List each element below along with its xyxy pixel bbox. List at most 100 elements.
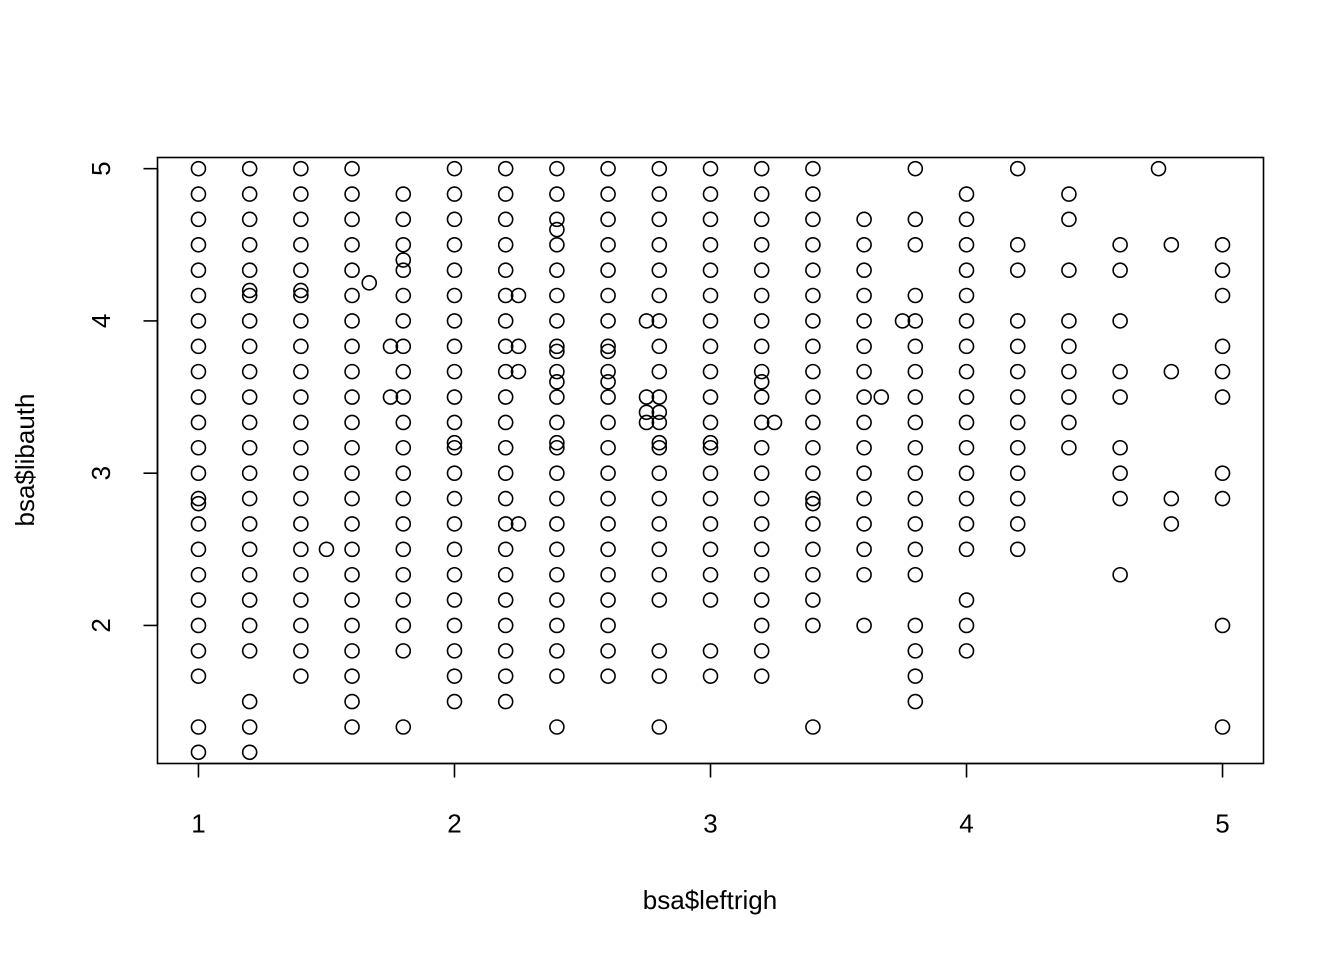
data-point [241, 211, 258, 228]
data-point [190, 287, 207, 304]
data-point [395, 338, 412, 355]
data-point [600, 160, 616, 177]
data-point [395, 643, 412, 659]
y-axis-label: bsa$libauth [10, 394, 40, 527]
data-point [1214, 262, 1231, 279]
data-point [549, 566, 565, 583]
data-point [600, 236, 616, 253]
data-point [1112, 363, 1128, 380]
data-point [1214, 389, 1231, 405]
data-point [805, 363, 821, 380]
data-point [549, 516, 565, 532]
data-point [497, 541, 514, 558]
data-point [190, 465, 207, 481]
data-point [344, 236, 360, 253]
data-point [651, 389, 668, 405]
data-point [497, 186, 514, 202]
data-point [753, 262, 770, 279]
data-point [344, 363, 360, 380]
data-point [1214, 236, 1231, 253]
y-tick-label: 3 [86, 466, 116, 480]
data-point [446, 313, 463, 329]
data-point [856, 439, 872, 456]
data-point [907, 389, 924, 405]
data-point [958, 287, 975, 304]
data-point [497, 211, 514, 228]
data-point [805, 414, 821, 431]
data-point [241, 719, 258, 735]
data-point [753, 338, 770, 355]
data-point [190, 414, 207, 431]
data-point [856, 516, 872, 532]
data-point [907, 313, 924, 329]
data-point [907, 211, 924, 228]
data-point [958, 338, 975, 355]
data-point [344, 617, 360, 634]
data-point [805, 490, 821, 507]
data-point [293, 363, 309, 380]
data-point [190, 668, 207, 684]
data-point [753, 617, 770, 634]
data-point [395, 236, 412, 253]
data-point [190, 566, 207, 583]
data-point [856, 363, 872, 380]
data-point [805, 262, 821, 279]
data-point [293, 160, 309, 177]
data-point [549, 490, 565, 507]
data-point [958, 186, 975, 202]
data-point [395, 287, 412, 304]
data-point [293, 236, 309, 253]
data-point [241, 262, 258, 279]
data-point [395, 252, 412, 268]
data-point [1061, 338, 1077, 355]
data-point [651, 211, 668, 228]
data-point [510, 516, 527, 532]
data-point [907, 566, 924, 583]
data-point [1009, 541, 1026, 558]
data-point [651, 338, 668, 355]
data-point [241, 414, 258, 431]
data-point [497, 363, 514, 380]
data-point [395, 592, 412, 608]
x-tick-label: 2 [447, 809, 461, 839]
data-point [958, 541, 975, 558]
data-point [241, 643, 258, 659]
data-point [497, 465, 514, 481]
data-point [651, 404, 668, 421]
data-point [856, 490, 872, 507]
data-point [805, 516, 821, 532]
data-point [600, 363, 616, 380]
data-point [293, 516, 309, 532]
data-point [241, 282, 258, 299]
data-point [241, 338, 258, 355]
data-point [241, 236, 258, 253]
data-point [241, 439, 258, 456]
data-point [446, 363, 463, 380]
y-tick-label: 2 [86, 618, 116, 632]
data-point [446, 566, 463, 583]
data-point [753, 541, 770, 558]
data-point [344, 541, 360, 558]
data-point [753, 414, 770, 431]
data-point [497, 389, 514, 405]
data-point [344, 262, 360, 279]
data-point [805, 186, 821, 202]
data-point [344, 643, 360, 659]
data-point [651, 262, 668, 279]
y-tick-label: 5 [86, 161, 116, 175]
data-point [1214, 363, 1231, 380]
data-point [446, 186, 463, 202]
data-point [1009, 262, 1026, 279]
data-point [651, 465, 668, 481]
data-point [395, 516, 412, 532]
data-point [702, 465, 719, 481]
data-points [190, 160, 1231, 761]
data-point [446, 490, 463, 507]
data-point [293, 566, 309, 583]
data-point [446, 160, 463, 177]
data-point [600, 566, 616, 583]
data-point [856, 338, 872, 355]
data-point [446, 434, 463, 451]
data-point [856, 541, 872, 558]
data-point [190, 186, 207, 202]
